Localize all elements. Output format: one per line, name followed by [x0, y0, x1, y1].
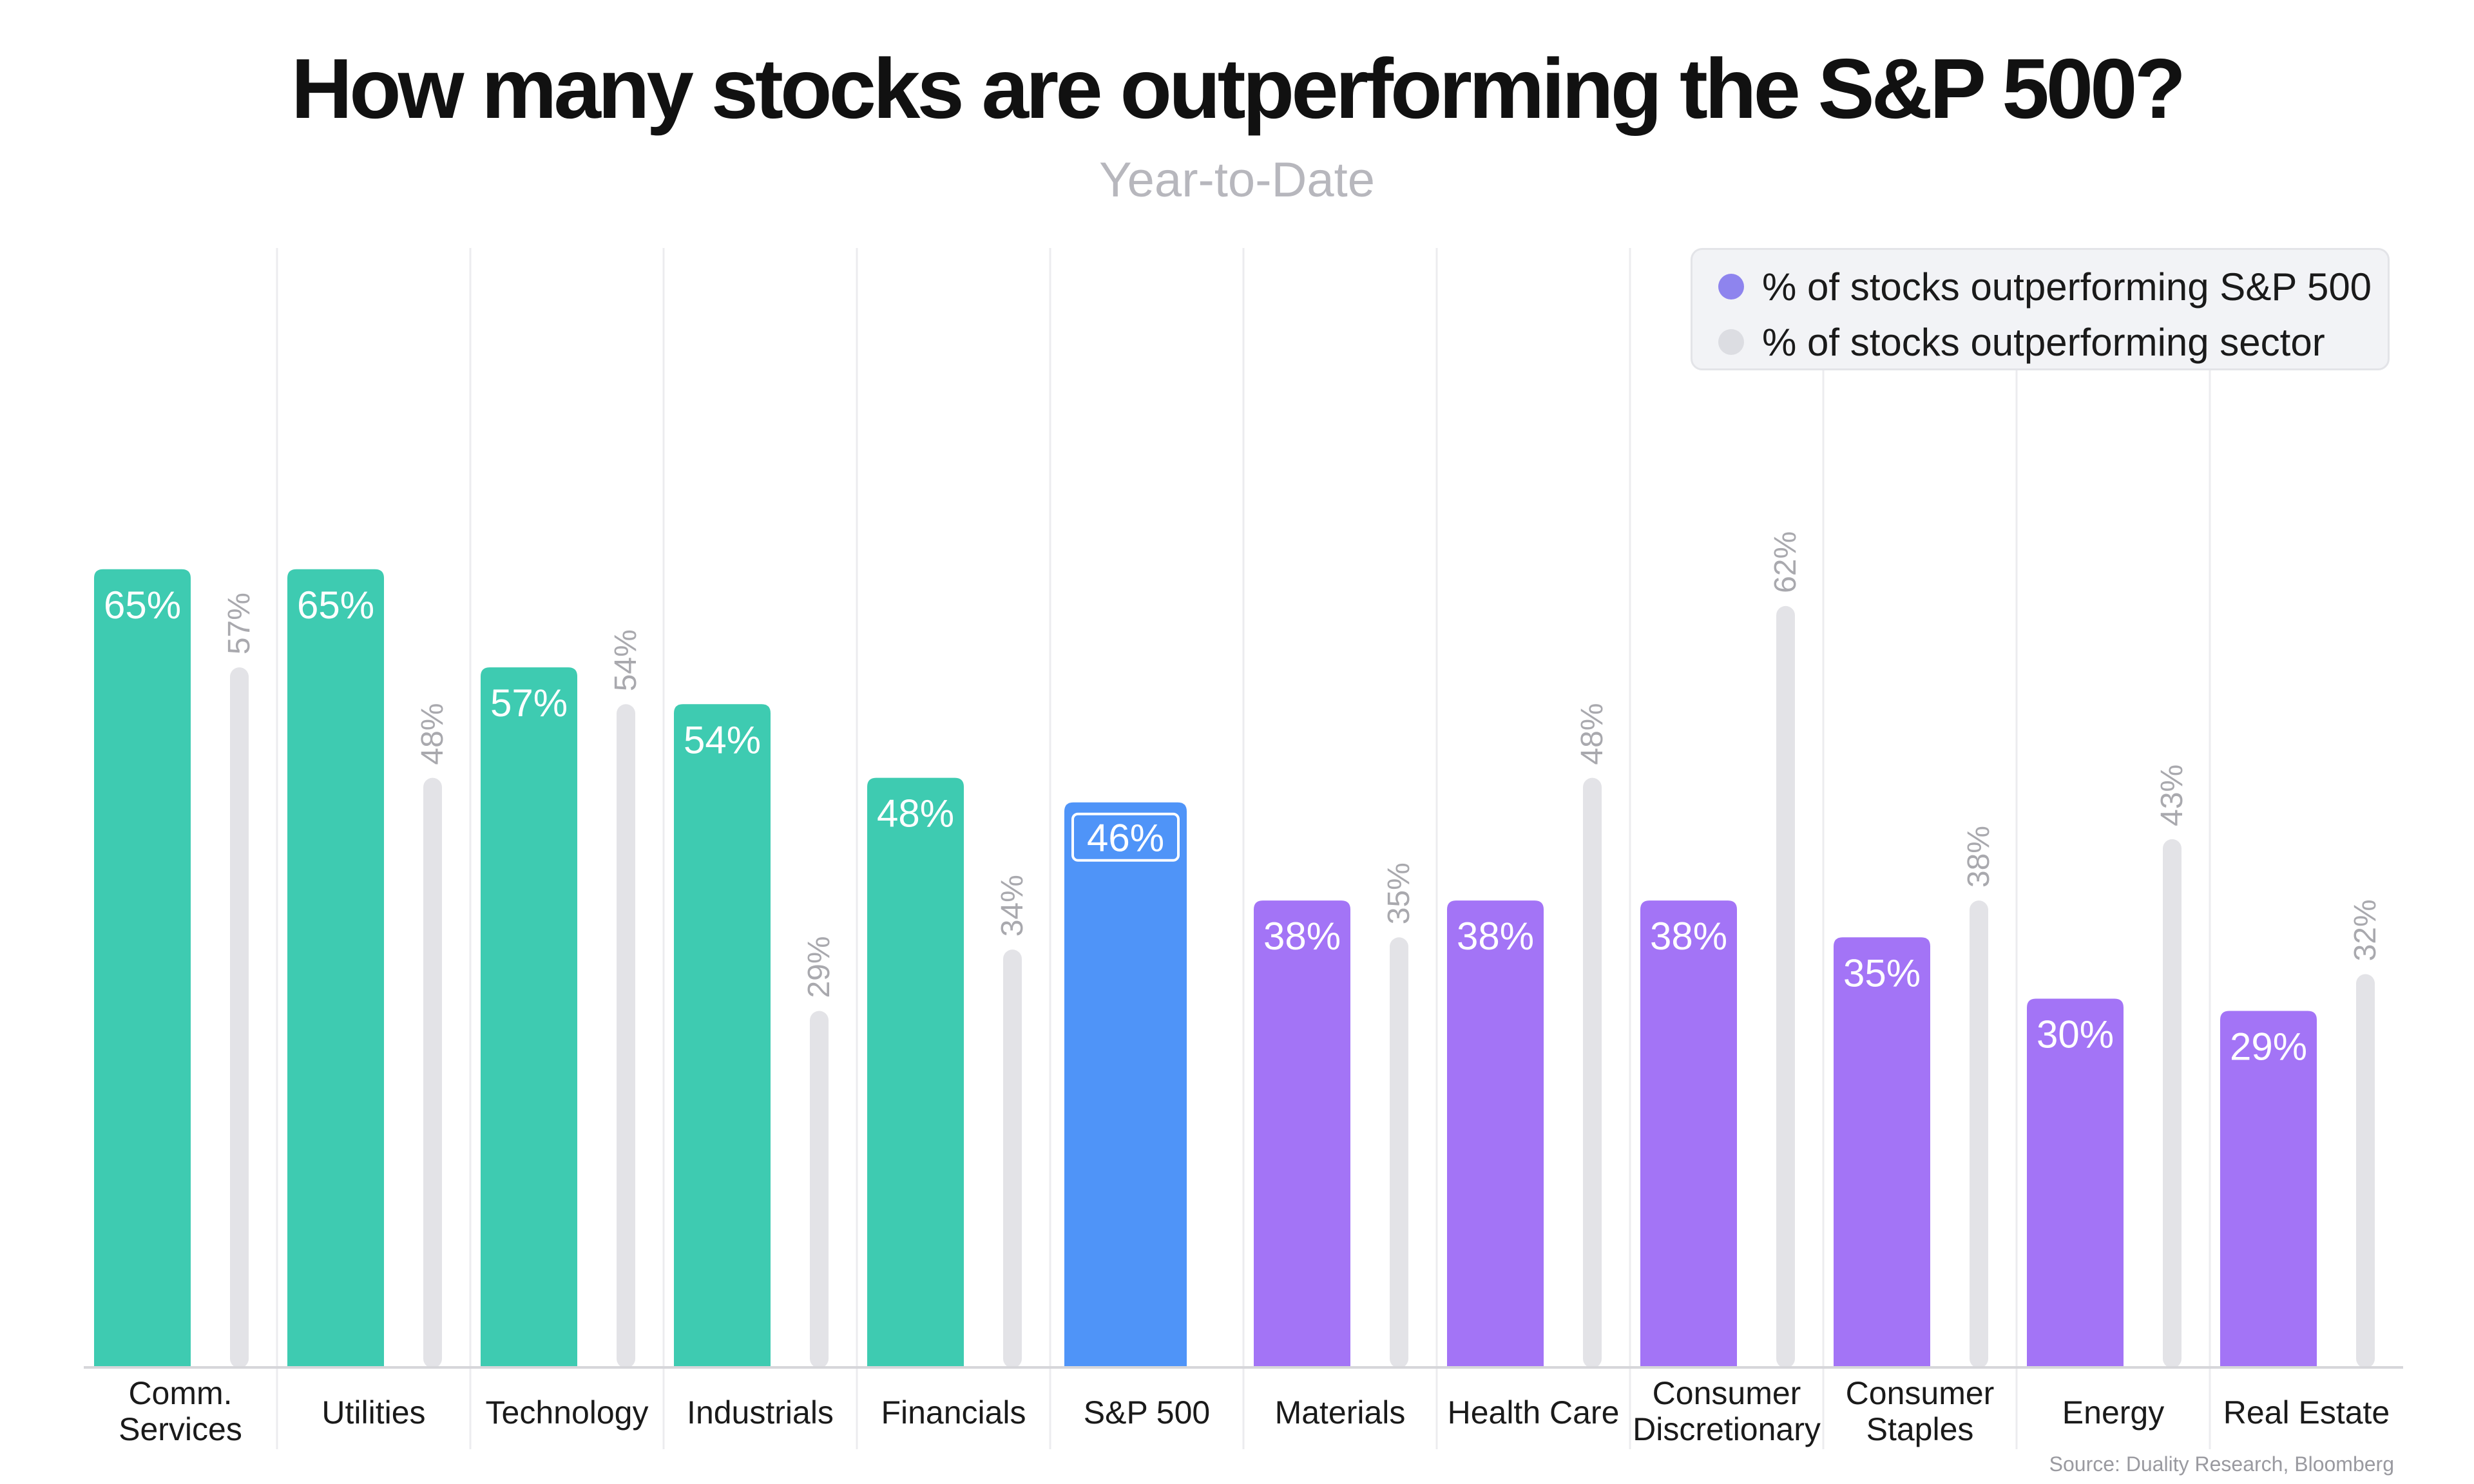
- bar-sector-label: 32%: [2348, 899, 2383, 961]
- bar-sector-label: 48%: [1575, 703, 1609, 765]
- bar-sector-label: 54%: [609, 629, 643, 691]
- bar-sector: [1390, 937, 1408, 1368]
- bar-sector: [230, 667, 249, 1368]
- category-label: Services: [119, 1411, 242, 1447]
- bar-main: [867, 777, 964, 1367]
- chart-legend: % of stocks outperforming S&P 500 % of s…: [1691, 248, 2390, 370]
- chart-title: How many stocks are outperforming the S&…: [291, 41, 2186, 136]
- bar-sector: [1583, 777, 1602, 1368]
- category-label: Consumer: [1653, 1375, 1801, 1411]
- category-label: Consumer: [1846, 1375, 1995, 1411]
- legend-marker-outperforming-sector: [1718, 329, 1744, 355]
- bar-main: [1834, 937, 1930, 1367]
- bar-sector: [1776, 605, 1795, 1368]
- category-label: Health Care: [1448, 1394, 1620, 1431]
- category-label: Industrials: [687, 1394, 834, 1431]
- bar-value-label: 54%: [684, 718, 761, 761]
- source-note: Source: Duality Research, Bloomberg: [2049, 1452, 2394, 1476]
- bar-main: [287, 569, 384, 1367]
- category-label: Discretionary: [1633, 1411, 1821, 1447]
- category-label: Energy: [2062, 1394, 2164, 1431]
- bar-main: [1254, 900, 1350, 1367]
- bar-sector: [617, 704, 635, 1368]
- category-label: Staples: [1866, 1411, 1974, 1447]
- bar-value-label: 29%: [2230, 1025, 2307, 1069]
- category-label: Utilities: [321, 1394, 425, 1431]
- bar-main: [481, 667, 577, 1367]
- bar-value-label: 38%: [1650, 915, 1727, 958]
- bar-value-label: 57%: [490, 681, 568, 725]
- bar-value-label: 46%: [1087, 817, 1164, 860]
- bar-sector-label: 57%: [222, 593, 256, 654]
- legend-label-outperforming-sp500: % of stocks outperforming S&P 500: [1762, 265, 2372, 309]
- bar-value-label: 38%: [1263, 915, 1341, 958]
- category-label: Technology: [486, 1394, 649, 1431]
- bar-sector: [2356, 974, 2375, 1368]
- legend-marker-outperforming-sp500: [1718, 274, 1744, 300]
- legend-item-outperforming-sp500: % of stocks outperforming S&P 500: [1718, 264, 2372, 309]
- category-label: Comm.: [128, 1375, 232, 1411]
- bar-sector-label: 43%: [2155, 765, 2189, 826]
- bar-main: [1064, 802, 1187, 1367]
- bar-sector-label: 62%: [1769, 531, 1803, 593]
- category-label: S&P 500: [1084, 1394, 1210, 1431]
- bar-main: [674, 704, 771, 1367]
- category-label: Financials: [881, 1394, 1026, 1431]
- bar-value-label: 38%: [1457, 915, 1534, 958]
- bar-value-label: 65%: [104, 584, 181, 627]
- bar-main: [2027, 998, 2124, 1367]
- chart-subtitle: Year-to-Date: [1098, 153, 1376, 207]
- benchmark-label-box: [1071, 812, 1180, 862]
- bar-value-label: 48%: [877, 792, 954, 835]
- bar-sector: [1970, 900, 1988, 1368]
- legend-item-outperforming-sector: % of stocks outperforming sector: [1718, 319, 2325, 365]
- category-label: Materials: [1275, 1394, 1406, 1431]
- bar-main: [94, 569, 191, 1367]
- bar-sector: [2163, 839, 2182, 1368]
- bar-main: [2220, 1011, 2317, 1367]
- bar-sector-label: 34%: [995, 875, 1030, 937]
- legend-label-outperforming-sector: % of stocks outperforming sector: [1762, 320, 2325, 364]
- bar-sector: [423, 777, 442, 1368]
- bar-main: [1447, 900, 1544, 1367]
- bar-value-label: 35%: [1843, 951, 1921, 994]
- bar-value-label: 65%: [297, 584, 374, 627]
- bar-main: [1640, 900, 1737, 1367]
- bar-sector-label: 38%: [1962, 826, 1996, 888]
- bar-sector: [1003, 949, 1022, 1368]
- bar-sector-label: 48%: [416, 703, 450, 765]
- bar-sector-label: 29%: [802, 936, 836, 998]
- bar-sector-label: 35%: [1382, 862, 1416, 924]
- bar-sector: [810, 1011, 829, 1368]
- category-label: Real Estate: [2223, 1394, 2390, 1431]
- bar-value-label: 30%: [2037, 1013, 2114, 1056]
